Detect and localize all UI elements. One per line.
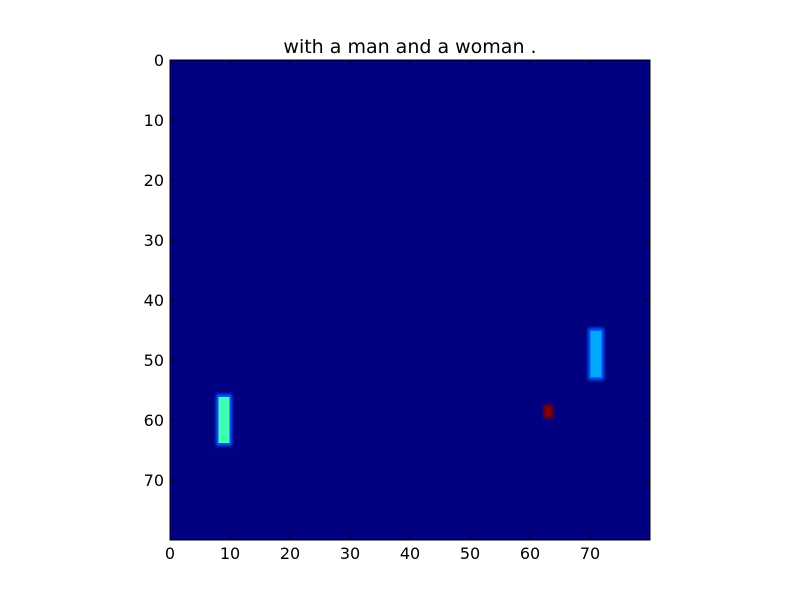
x-tick-label: 70 bbox=[580, 544, 600, 563]
y-axis: 0 10 20 30 40 50 60 70 bbox=[144, 51, 650, 490]
heatmap-blob-1 bbox=[218, 397, 230, 443]
x-tick-label: 50 bbox=[460, 544, 480, 563]
x-tick-label: 10 bbox=[220, 544, 240, 563]
y-tick-label: 0 bbox=[154, 51, 164, 70]
x-tick-label: 0 bbox=[165, 544, 175, 563]
y-tick-label: 40 bbox=[144, 291, 164, 310]
heatmap-cells bbox=[216, 328, 604, 446]
y-tick-label: 60 bbox=[144, 411, 164, 430]
x-tick-label: 40 bbox=[400, 544, 420, 563]
heatmap-blob-3 bbox=[546, 407, 551, 416]
heatmap-background bbox=[170, 60, 650, 540]
x-tick-label: 30 bbox=[340, 544, 360, 563]
y-tick-label: 70 bbox=[144, 471, 164, 490]
x-tick-label: 60 bbox=[520, 544, 540, 563]
y-tick-label: 30 bbox=[144, 231, 164, 250]
chart-title: with a man and a woman . bbox=[283, 36, 536, 58]
y-tick-label: 20 bbox=[144, 171, 164, 190]
y-tick-label: 50 bbox=[144, 351, 164, 370]
heatmap-blob-2 bbox=[590, 331, 602, 377]
y-tick-label: 10 bbox=[144, 111, 164, 130]
x-axis: 0 10 20 30 40 50 60 70 bbox=[165, 60, 600, 563]
x-tick-label: 20 bbox=[280, 544, 300, 563]
